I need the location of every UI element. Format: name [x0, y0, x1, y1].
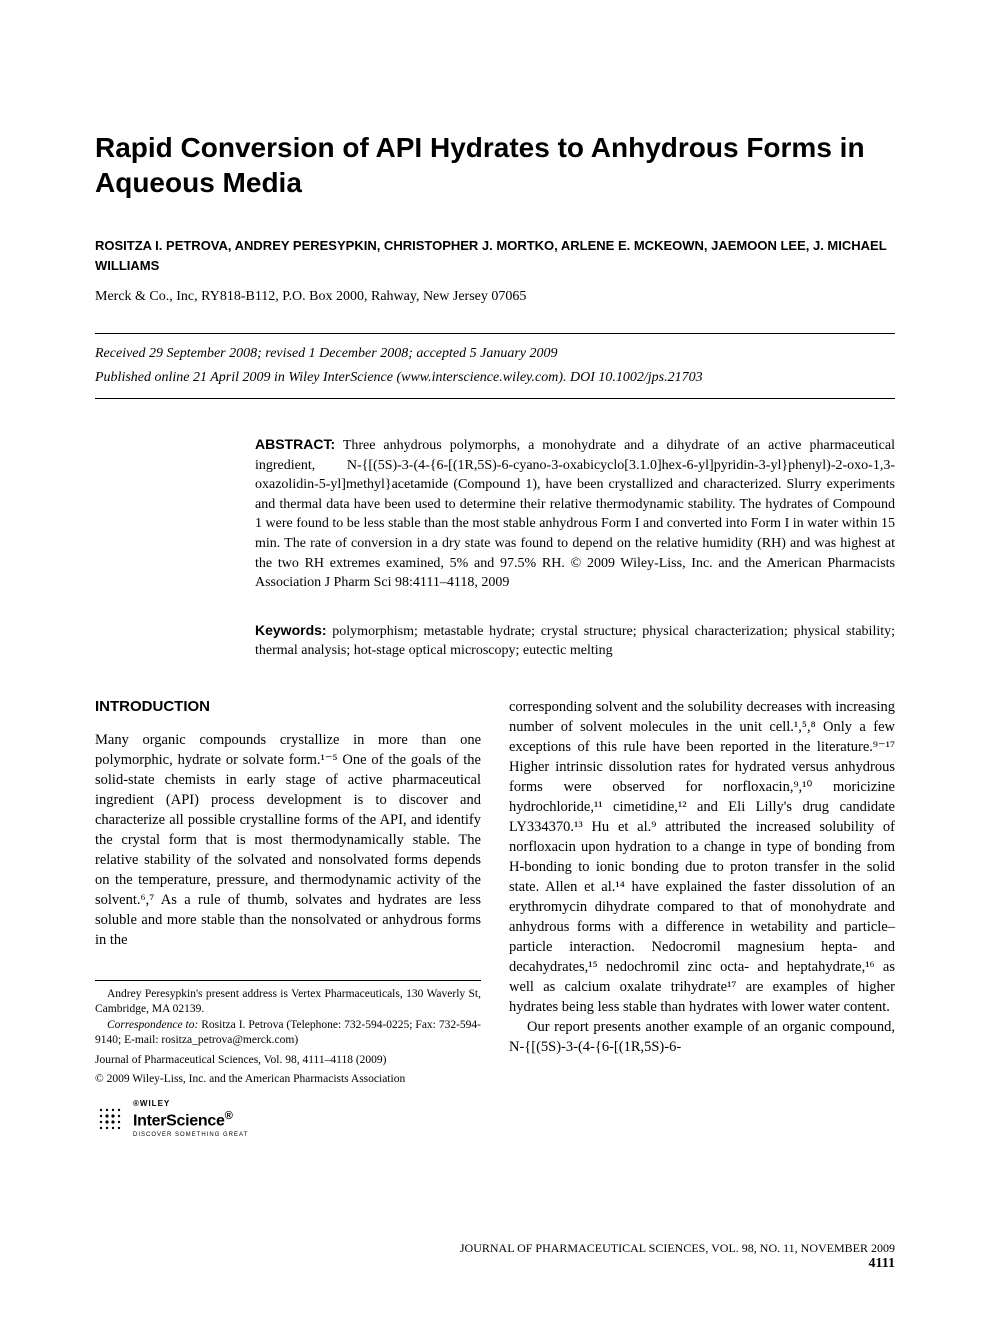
registered-icon: ® — [225, 1110, 233, 1122]
footer-journal: JOURNAL OF PHARMACEUTICAL SCIENCES, VOL.… — [460, 1241, 895, 1255]
publisher-logo: ®WILEY InterScience® DISCOVER SOMETHING … — [95, 1098, 481, 1140]
column-left: INTRODUCTION Many organic compounds crys… — [95, 697, 481, 1139]
abstract: ABSTRACT: Three anhydrous polymorphs, a … — [255, 435, 895, 593]
abstract-label: ABSTRACT: — [255, 436, 335, 452]
intro-continuation: corresponding solvent and the solubility… — [509, 697, 895, 1017]
column-right: corresponding solvent and the solubility… — [509, 697, 895, 1139]
article-title: Rapid Conversion of API Hydrates to Anhy… — [95, 130, 895, 200]
page-footer: JOURNAL OF PHARMACEUTICAL SCIENCES, VOL.… — [420, 1241, 895, 1272]
author-list: ROSITZA I. PETROVA, ANDREY PERESYPKIN, C… — [95, 236, 895, 275]
keywords: Keywords: polymorphism; metastable hydra… — [255, 621, 895, 661]
correspondence-label: Correspondence to: — [107, 1019, 198, 1031]
rule-under-dates — [95, 398, 895, 399]
logo-wiley: ®WILEY — [133, 1098, 248, 1109]
logo-tagline: DISCOVER SOMETHING GREAT — [133, 1131, 248, 1139]
logo-interscience: InterScience® — [133, 1109, 248, 1132]
received-revised-accepted: Received 29 September 2008; revised 1 De… — [95, 346, 895, 362]
two-column-body: INTRODUCTION Many organic compounds crys… — [95, 697, 895, 1139]
keywords-text: polymorphism; metastable hydrate; crysta… — [255, 624, 895, 659]
section-heading-introduction: INTRODUCTION — [95, 697, 481, 718]
keywords-label: Keywords: — [255, 622, 327, 638]
logo-wiley-word: WILEY — [140, 1099, 170, 1108]
journal-citation: Journal of Pharmaceutical Sciences, Vol.… — [95, 1053, 481, 1069]
affiliation: Merck & Co., Inc, RY818-B112, P.O. Box 2… — [95, 289, 895, 305]
intro-paragraph-1: Many organic compounds crystallize in mo… — [95, 730, 481, 950]
footnote-correspondence: Correspondence to: Rositza I. Petrova (T… — [95, 1018, 481, 1049]
interscience-dots-icon — [95, 1104, 125, 1134]
footer-page-number: 4111 — [869, 1256, 895, 1271]
published-online-doi: Published online 21 April 2009 in Wiley … — [95, 370, 895, 386]
rule-top — [95, 333, 895, 334]
copyright-line: © 2009 Wiley-Liss, Inc. and the American… — [95, 1072, 481, 1088]
footnote-rule — [95, 980, 481, 981]
logo-text-block: ®WILEY InterScience® DISCOVER SOMETHING … — [133, 1098, 248, 1140]
abstract-text: Three anhydrous polymorphs, a monohydrat… — [255, 438, 895, 590]
intro-paragraph-2: Our report presents another example of a… — [509, 1017, 895, 1057]
journal-page: Rapid Conversion of API Hydrates to Anhy… — [0, 0, 990, 1320]
footnote-present-address: Andrey Peresypkin's present address is V… — [95, 987, 481, 1018]
registered-mark: ® — [133, 1099, 140, 1108]
